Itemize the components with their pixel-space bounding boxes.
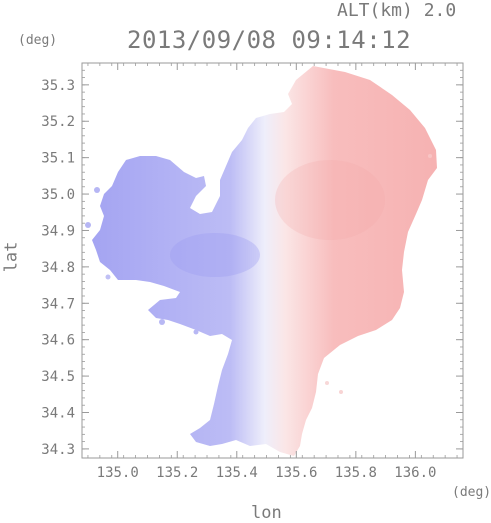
y-tick-label: 34.3 xyxy=(41,442,75,458)
x-axis-unit: (deg) xyxy=(452,485,491,500)
x-axis-title: lon xyxy=(251,503,282,523)
echo-region xyxy=(92,66,437,456)
x-tick-label: 135.2 xyxy=(156,465,198,481)
y-axis-unit: (deg) xyxy=(18,33,58,48)
y-tick-label: 34.8 xyxy=(41,260,75,276)
y-tick-label: 35.2 xyxy=(41,114,75,130)
y-tick-label: 34.7 xyxy=(41,296,75,312)
x-tick-label: 135.6 xyxy=(275,465,317,481)
x-tick-label: 135.8 xyxy=(335,465,377,481)
altitude-label: ALT(km) 2.0 xyxy=(337,0,457,21)
y-tick-label: 34.9 xyxy=(41,223,75,239)
velocity-field xyxy=(85,66,437,456)
y-tick-label: 35.3 xyxy=(41,78,75,94)
y-tick-label: 34.4 xyxy=(41,405,75,421)
axes: 34.3 34.4 34.5 34.6 34.7 34.8 34.9 35.0 35.1 35.2… xyxy=(41,62,464,481)
x-tick-label: 135.0 xyxy=(97,465,139,481)
y-tick-label: 34.5 xyxy=(41,369,75,385)
y-tick-label: 35.0 xyxy=(41,187,75,203)
y-tick-label: 34.6 xyxy=(41,333,75,349)
x-tick-label: 135.4 xyxy=(216,465,258,481)
x-tick-label: 136.0 xyxy=(394,465,436,481)
plot-frame xyxy=(81,62,464,459)
timestamp-title: 2013/09/08 09:14:12 xyxy=(127,26,412,54)
y-tick-label: 35.1 xyxy=(41,151,75,167)
